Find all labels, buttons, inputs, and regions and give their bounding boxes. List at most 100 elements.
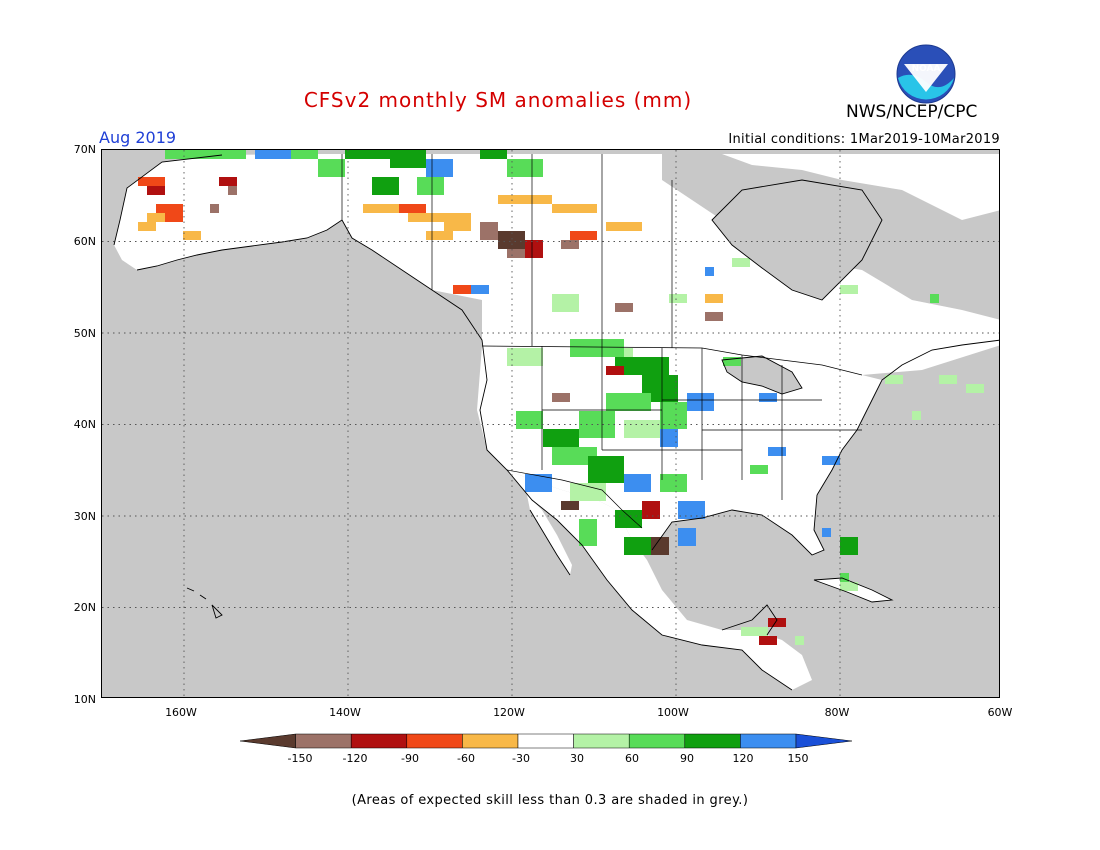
- colorbar-swatch: [350, 733, 408, 749]
- anomaly-cell: [624, 537, 651, 555]
- anomaly-cell: [570, 483, 606, 501]
- anomaly-cell: [741, 627, 768, 636]
- land-baja: [527, 495, 572, 575]
- anomaly-cell: [138, 177, 165, 186]
- colorbar-label: 30: [570, 752, 584, 765]
- anomaly-cell: [507, 249, 525, 258]
- anomaly-cell: [822, 528, 831, 537]
- colorbar-label: 60: [625, 752, 639, 765]
- anomaly-cell: [156, 204, 183, 213]
- anomaly-cell: [426, 231, 453, 240]
- anomaly-cell: [579, 519, 597, 546]
- anomaly-cell: [912, 411, 921, 420]
- anomaly-cell: [453, 285, 480, 294]
- anomaly-cell: [291, 150, 318, 159]
- colorbar-swatch: [740, 733, 797, 749]
- anomaly-cell: [516, 411, 543, 429]
- anomaly-cells: [138, 150, 984, 645]
- anomaly-cell: [822, 456, 840, 465]
- anomaly-cell: [624, 474, 651, 492]
- anomaly-cell: [624, 420, 660, 438]
- anomaly-cell: [426, 159, 453, 177]
- lon-label: 60W: [987, 706, 1013, 719]
- noaa-logo-text: NOAA: [912, 64, 941, 74]
- colorbar-swatch: [684, 733, 741, 749]
- anomaly-cell: [552, 204, 597, 213]
- coast-alaska: [113, 154, 343, 271]
- anomaly-cell: [525, 240, 543, 258]
- colorbar-label: -30: [512, 752, 530, 765]
- anomaly-cell: [615, 303, 633, 312]
- anomaly-cell: [543, 429, 579, 447]
- anomaly-cell: [651, 537, 669, 555]
- lat-lon-grid: [102, 150, 999, 697]
- skill-footnote: (Areas of expected skill less than 0.3 a…: [351, 793, 749, 808]
- land-regions: [114, 154, 999, 690]
- map-canvas: [102, 150, 999, 697]
- anomaly-cell: [471, 285, 489, 294]
- anomaly-cell: [147, 186, 165, 195]
- colorbar-swatch: [462, 733, 519, 749]
- anomaly-cell: [723, 357, 741, 366]
- anomaly-cell: [480, 222, 498, 240]
- coast-baja: [529, 509, 571, 576]
- anomaly-cell: [480, 150, 507, 159]
- anomaly-cell: [705, 294, 723, 303]
- border-provinces: [431, 154, 673, 348]
- anomaly-cell: [255, 150, 291, 159]
- land-greenland: [942, 154, 999, 190]
- anomaly-cell: [840, 537, 858, 555]
- anomaly-cell: [768, 618, 786, 627]
- anomaly-cell: [399, 204, 426, 213]
- colorbar-high-arrow: [795, 733, 853, 749]
- colorbar-label: -60: [457, 752, 475, 765]
- lon-label: 100W: [657, 706, 689, 719]
- anomaly-cell: [183, 231, 201, 240]
- coast-cuba: [813, 577, 894, 603]
- map-title: CFSv2 monthly SM anomalies (mm): [303, 88, 693, 112]
- colorbar-swatch: [406, 733, 463, 749]
- colorbar-swatch: [628, 733, 686, 749]
- anomaly-cell: [795, 636, 804, 645]
- anomaly-cell: [930, 294, 939, 303]
- lon-label: 140W: [329, 706, 361, 719]
- anomaly-cell: [552, 447, 597, 465]
- colorbar-label: -120: [342, 752, 368, 765]
- anomaly-cell: [570, 339, 624, 357]
- anomaly-cell: [885, 375, 903, 384]
- colorbar: [239, 733, 853, 749]
- anomaly-cell: [615, 357, 669, 375]
- anomaly-cell: [507, 159, 543, 177]
- anomaly-cell: [165, 213, 183, 222]
- anomaly-cell: [588, 456, 624, 483]
- border-us-mexico: [506, 469, 643, 529]
- anomaly-cell: [705, 312, 723, 321]
- colorbar-label: 150: [787, 752, 809, 765]
- anomaly-cell: [840, 582, 858, 591]
- anomaly-cell: [678, 501, 705, 519]
- anomaly-cell: [759, 393, 777, 402]
- anomaly-cell: [768, 447, 786, 456]
- anomaly-cell: [372, 177, 399, 195]
- anomaly-cell: [660, 474, 687, 492]
- anomaly-cell: [318, 159, 345, 177]
- anomaly-cell: [507, 348, 543, 366]
- anomaly-cell: [966, 384, 984, 393]
- anomaly-cell: [840, 573, 849, 582]
- anomaly-cell: [570, 231, 597, 240]
- anomaly-cell: [561, 501, 579, 510]
- anomaly-cell: [498, 195, 552, 204]
- colorbar-label: 90: [680, 752, 694, 765]
- anomaly-cell: [228, 186, 237, 195]
- anomaly-cell: [444, 213, 471, 231]
- coast-hudson: [711, 179, 883, 301]
- lat-label: 30N: [73, 510, 96, 523]
- coast-atlantic: [816, 339, 999, 496]
- anomaly-cell: [678, 528, 696, 546]
- lon-label: 120W: [493, 706, 525, 719]
- anomaly-cell: [750, 465, 768, 474]
- anomaly-cell: [669, 294, 687, 303]
- map-panel: [101, 149, 1000, 698]
- colorbar-label: 120: [732, 752, 754, 765]
- lat-label: 50N: [73, 327, 96, 340]
